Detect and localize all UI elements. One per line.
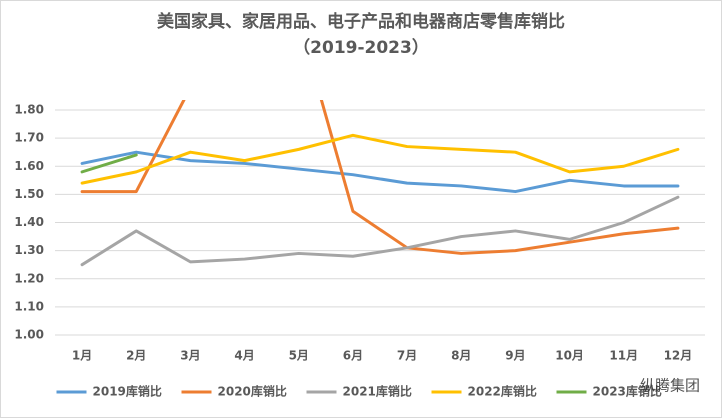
x-tick-label: 1月	[72, 349, 92, 363]
x-tick-label: 6月	[343, 349, 363, 363]
x-tick-label: 5月	[289, 349, 309, 363]
y-tick-label: 1.00	[14, 328, 44, 342]
legend-label: 2022库销比	[468, 384, 537, 399]
series-line	[80, 150, 680, 194]
y-tick-label: 1.60	[14, 159, 44, 173]
x-tick-label: 8月	[451, 349, 471, 363]
chart-subtitle: （2019-2023）	[293, 37, 429, 58]
series-line	[80, 133, 680, 185]
y-tick-label: 1.40	[14, 215, 44, 229]
y-tick-label: 1.50	[14, 187, 44, 201]
x-tick-label: 12月	[664, 349, 693, 363]
legend-label: 2021库销比	[343, 384, 412, 399]
plot-area	[80, 100, 680, 267]
chart-title: 美国家具、家居用品、电子产品和电器商店零售库销比	[157, 11, 565, 32]
series-line	[80, 100, 680, 255]
series-line	[80, 195, 680, 267]
x-tick-label: 11月	[609, 349, 638, 363]
watermark: 纵腾集团	[640, 377, 700, 395]
y-tick-label: 1.30	[14, 243, 44, 257]
x-tick-label: 4月	[234, 349, 254, 363]
legend-label: 2020库销比	[218, 384, 287, 399]
legend-label: 2023库销比	[593, 384, 662, 399]
x-tick-label: 10月	[555, 349, 584, 363]
x-tick-label: 7月	[397, 349, 417, 363]
x-tick-label: 2月	[126, 349, 146, 363]
y-tick-label: 1.20	[14, 271, 44, 285]
x-tick-label: 9月	[505, 349, 525, 363]
legend-label: 2019库销比	[93, 384, 162, 399]
y-tick-label: 1.10	[14, 299, 44, 313]
x-tick-label: 3月	[180, 349, 200, 363]
y-tick-label: 1.80	[14, 103, 44, 117]
series-line	[80, 153, 138, 174]
y-tick-label: 1.70	[14, 131, 44, 145]
